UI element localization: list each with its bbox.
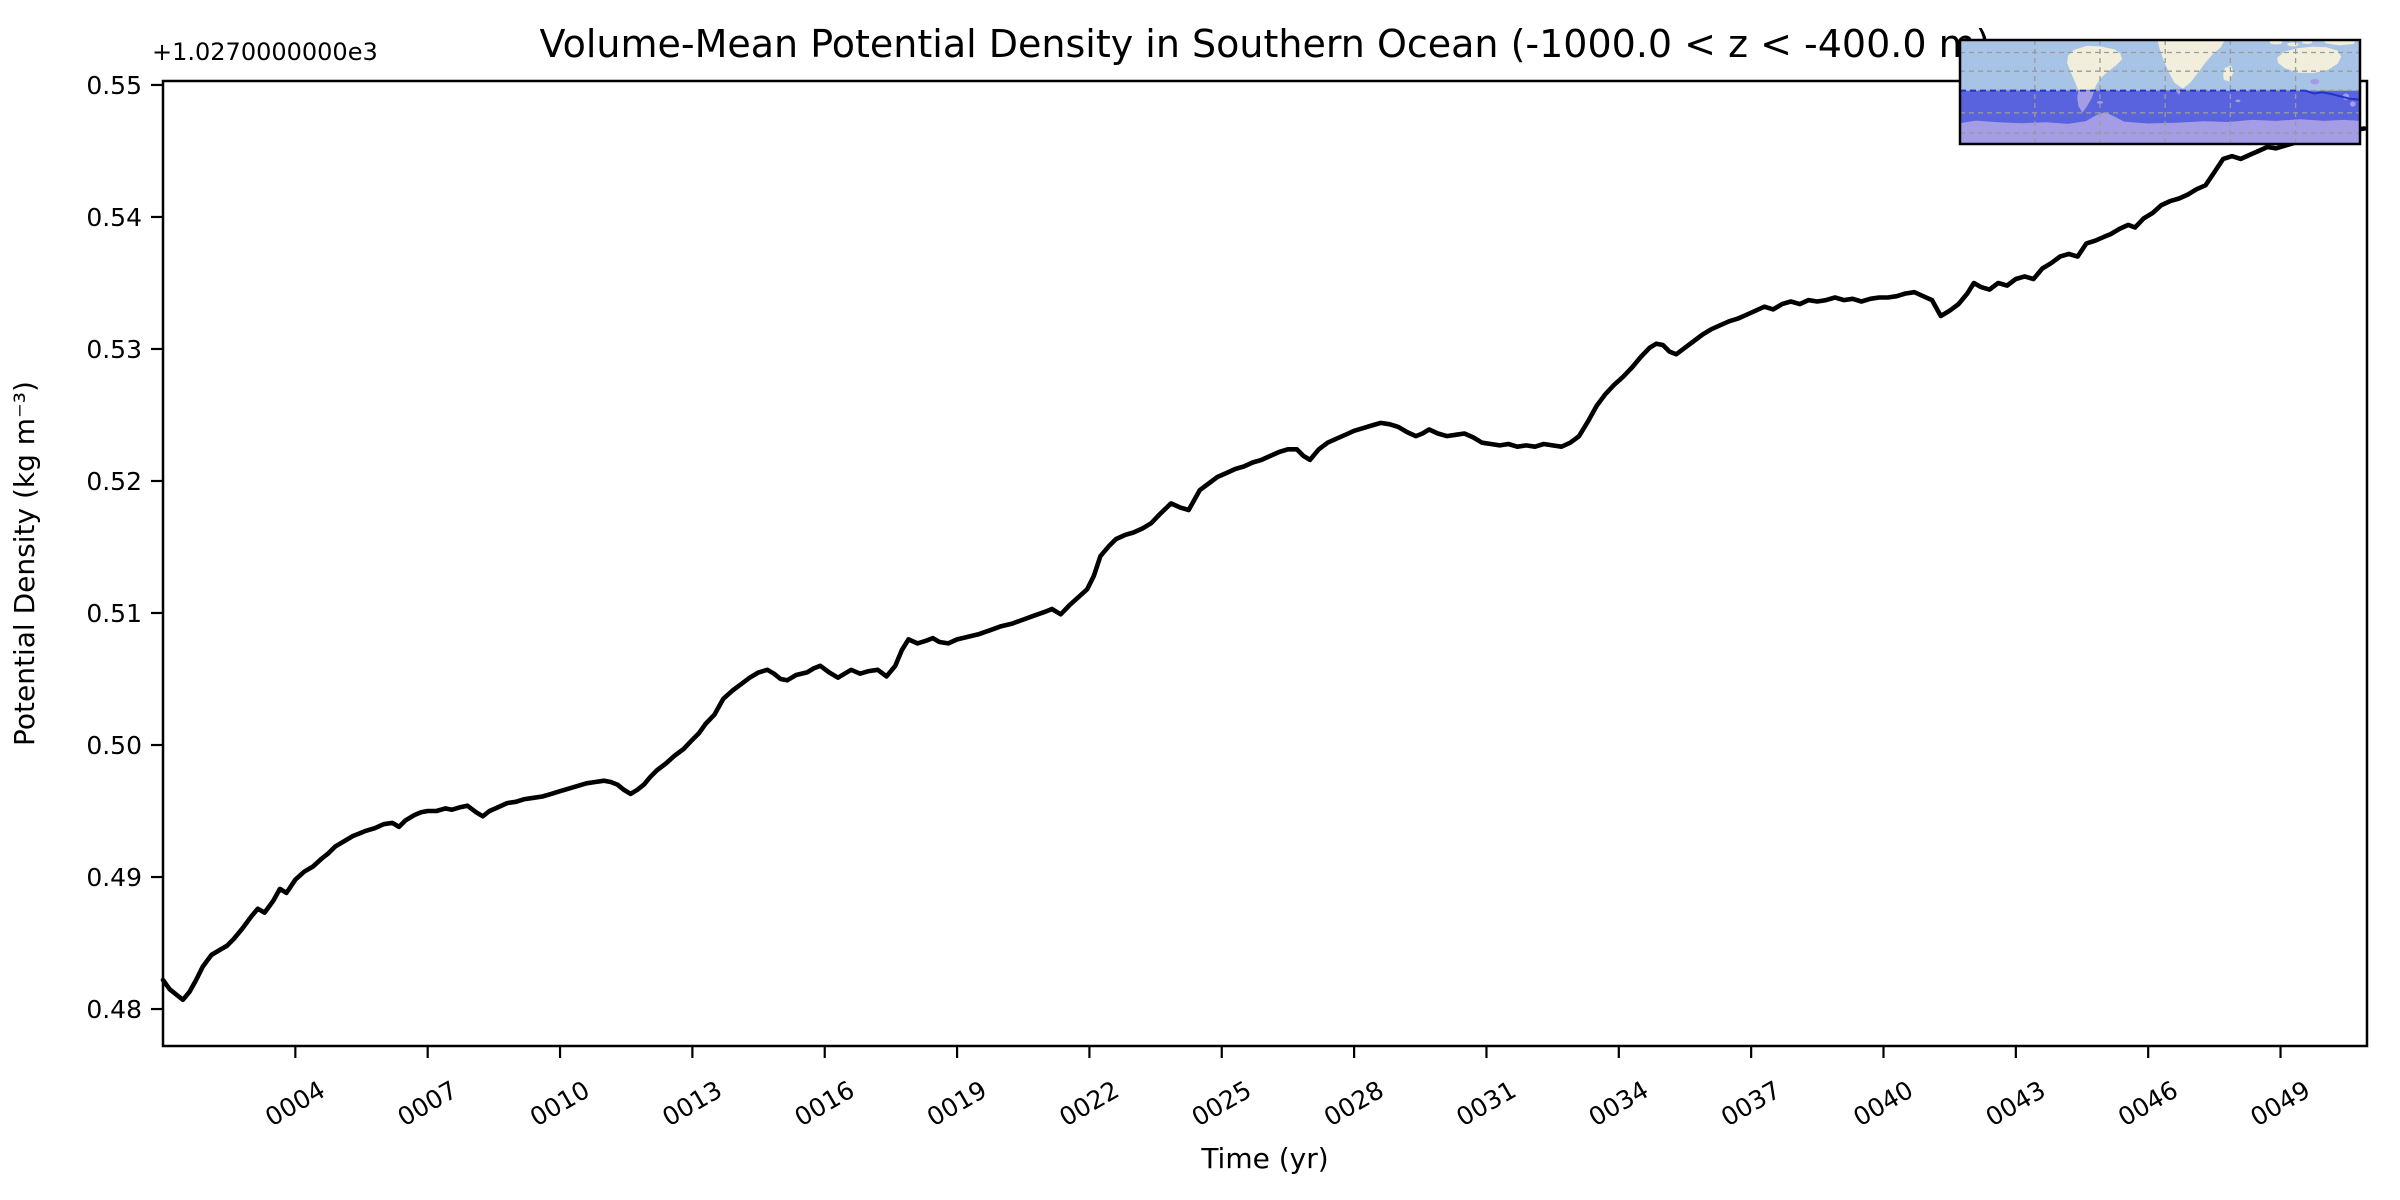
x-tick-label: 0016 bbox=[790, 1075, 860, 1132]
plot-line bbox=[160, 126, 2367, 1003]
inset-map bbox=[1958, 38, 2362, 146]
y-axis-label: Potential Density (kg m⁻³) bbox=[8, 381, 41, 746]
x-axis-label: Time (yr) bbox=[1200, 1142, 1328, 1175]
x-tick-label: 0031 bbox=[1451, 1075, 1521, 1132]
x-tick-label: 0028 bbox=[1319, 1075, 1389, 1132]
inset-island-falklands bbox=[2096, 101, 2104, 104]
inset-land-south-america bbox=[2067, 45, 2122, 91]
inset-land-new-zealand bbox=[2350, 101, 2356, 107]
x-tick-label: 0013 bbox=[657, 1075, 727, 1132]
inset-land-patagonia bbox=[2077, 90, 2095, 113]
inset-land-indonesia bbox=[2287, 42, 2299, 47]
x-tick-label: 0004 bbox=[260, 1075, 330, 1132]
x-tick-label: 0043 bbox=[1981, 1075, 2051, 1132]
y-tick-label: 0.50 bbox=[86, 731, 142, 760]
x-tick-label: 0019 bbox=[922, 1075, 992, 1132]
inset-island-kerguelen bbox=[2235, 99, 2241, 103]
inset-land-australia bbox=[2277, 46, 2342, 73]
y-axis-offset-text: +1.0270000000e3 bbox=[152, 38, 378, 66]
inset-land-africa bbox=[2157, 40, 2225, 89]
y-tick-label: 0.49 bbox=[86, 863, 142, 892]
y-tick-label: 0.52 bbox=[86, 467, 142, 496]
inset-land-new-guinea bbox=[2323, 40, 2356, 46]
y-tick-label: 0.51 bbox=[86, 599, 142, 628]
inset-map-border bbox=[1958, 38, 2362, 146]
y-tick-label: 0.53 bbox=[86, 335, 142, 364]
inset-region-boundary bbox=[2304, 89, 2361, 101]
x-tick-label: 0007 bbox=[393, 1075, 463, 1132]
axes-frame bbox=[161, 79, 2369, 1048]
x-tick-label: 0022 bbox=[1054, 1075, 1124, 1132]
x-tick-label: 0010 bbox=[525, 1075, 595, 1132]
x-tick-label: 0034 bbox=[1584, 1075, 1654, 1132]
x-tick-label: 0037 bbox=[1716, 1075, 1786, 1132]
y-tick-label: 0.48 bbox=[86, 995, 142, 1024]
y-tick-label: 0.54 bbox=[86, 203, 142, 232]
x-tick-label: 0046 bbox=[2113, 1075, 2183, 1132]
inset-land-tasmania bbox=[2310, 78, 2320, 85]
x-tick-label: 0049 bbox=[2245, 1075, 2315, 1132]
x-tick-label: 0025 bbox=[1187, 1075, 1257, 1132]
inset-land-antarctica bbox=[1960, 112, 2360, 144]
x-tick-label: 0040 bbox=[1848, 1075, 1918, 1132]
y-tick-label: 0.55 bbox=[86, 71, 142, 100]
chart-title: Volume-Mean Potential Density in Souther… bbox=[540, 22, 1991, 66]
